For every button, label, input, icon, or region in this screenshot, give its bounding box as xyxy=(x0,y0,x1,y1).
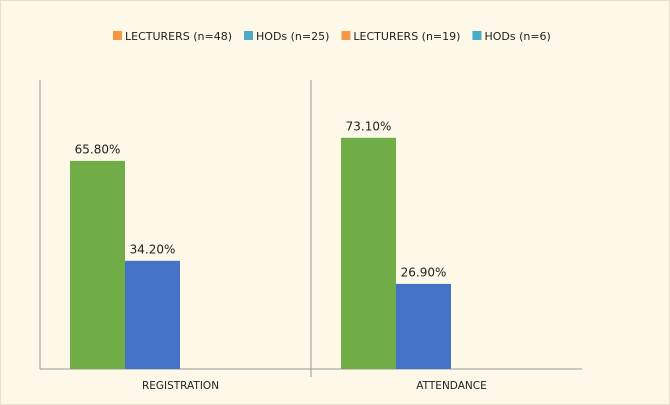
legend-label: HODs (n=25) xyxy=(256,30,329,43)
legend-swatch xyxy=(341,31,351,40)
data-label: 65.80% xyxy=(75,142,121,156)
legend-label: LECTURERS (n=19) xyxy=(353,30,460,43)
bar xyxy=(70,160,125,369)
bar xyxy=(341,137,396,369)
legend-label: LECTURERS (n=48) xyxy=(125,30,232,43)
legend-label: HODs (n=6) xyxy=(484,30,550,43)
data-label: 34.20% xyxy=(130,242,176,256)
bar xyxy=(125,260,180,369)
legend-swatch xyxy=(472,31,482,40)
x-tick-label: REGISTRATION xyxy=(142,380,219,392)
legend-swatch xyxy=(113,31,122,40)
data-label: 73.10% xyxy=(346,119,392,133)
data-label: 26.90% xyxy=(401,265,447,279)
x-tick-label: ATTENDANCE xyxy=(416,380,486,392)
bar xyxy=(396,283,451,369)
legend-swatch xyxy=(244,31,254,40)
